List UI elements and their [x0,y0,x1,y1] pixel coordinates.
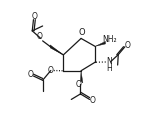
Text: O: O [37,32,42,41]
Text: NH₂: NH₂ [102,35,116,44]
Polygon shape [95,41,105,46]
Text: N: N [106,57,112,66]
Text: O: O [79,28,86,37]
Polygon shape [80,71,83,83]
Text: O: O [28,70,34,79]
Polygon shape [50,45,63,55]
Text: H: H [106,64,112,73]
Text: O: O [76,80,82,89]
Text: O: O [31,12,37,21]
Text: O: O [124,41,130,50]
Text: O: O [89,96,95,105]
Text: O: O [47,66,53,75]
